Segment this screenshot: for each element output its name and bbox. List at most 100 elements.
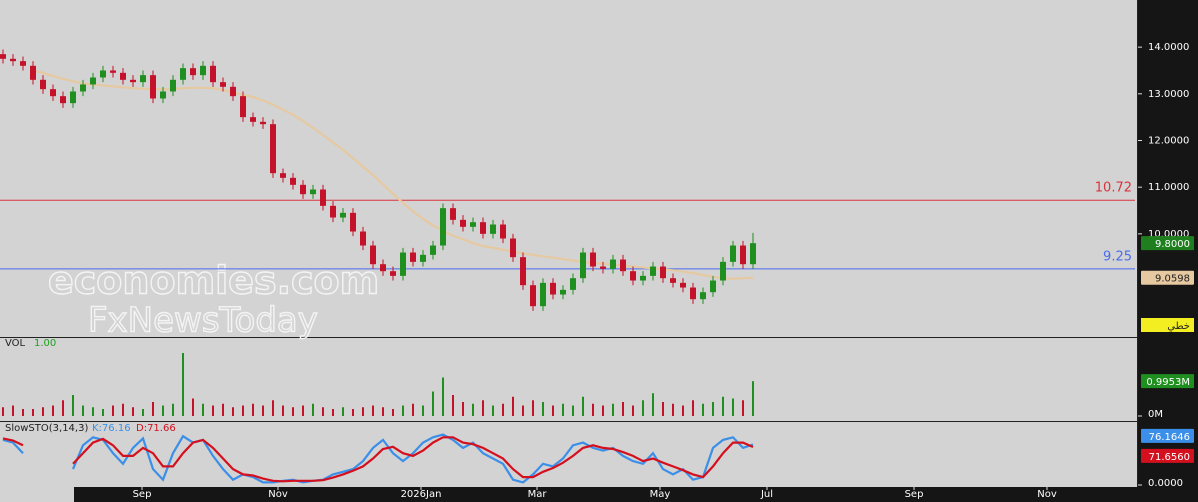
volume-bar bbox=[512, 396, 514, 416]
time-axis-strip bbox=[74, 487, 1138, 502]
candle-body bbox=[130, 79, 136, 83]
candle-body bbox=[370, 245, 376, 265]
candle-body bbox=[40, 79, 46, 90]
volume-bar bbox=[162, 405, 164, 416]
x-tick-label: Nov bbox=[268, 489, 288, 500]
x-tick-label: Nov bbox=[1037, 489, 1057, 500]
candle-body bbox=[670, 278, 676, 283]
candle-body bbox=[630, 271, 636, 281]
candle-body bbox=[620, 259, 626, 272]
candle-body bbox=[540, 282, 546, 307]
candle-body bbox=[610, 259, 616, 269]
volume-bar bbox=[602, 405, 604, 416]
volume-bar bbox=[112, 405, 114, 416]
legend-entry: D:71.66 bbox=[136, 423, 176, 434]
volume-bar bbox=[532, 400, 534, 416]
candle-body bbox=[590, 252, 596, 267]
candle-body bbox=[710, 280, 716, 293]
volume-subtitle: 1.00 bbox=[34, 338, 56, 349]
volume-bar bbox=[82, 405, 84, 416]
volume-bar bbox=[122, 403, 124, 416]
volume-bar bbox=[212, 405, 214, 416]
volume-bar bbox=[552, 405, 554, 416]
stochastic-last-tag-bg bbox=[1141, 448, 1194, 463]
candle-body bbox=[490, 224, 496, 234]
candle-body bbox=[390, 271, 396, 276]
candle-body bbox=[500, 224, 506, 239]
y-tick-label: 13.0000 bbox=[1148, 89, 1189, 100]
volume-bar bbox=[192, 398, 194, 416]
stochastic-last-tag: 76.1646 bbox=[1149, 432, 1190, 443]
volume-bar bbox=[182, 353, 184, 416]
stochastic-line bbox=[72, 436, 754, 483]
price-last-tag: 9.8000 bbox=[1155, 239, 1190, 250]
volume-bar bbox=[542, 402, 544, 416]
candle-body bbox=[20, 61, 26, 66]
volume-last-tag: 0.9953M bbox=[1146, 377, 1190, 388]
candle-body bbox=[280, 173, 286, 178]
candle-body bbox=[410, 252, 416, 262]
candle-body bbox=[270, 124, 276, 174]
candle-body bbox=[80, 84, 86, 92]
volume-bar bbox=[312, 403, 314, 416]
volume-bar bbox=[362, 407, 364, 416]
ma-last-tag: 9.0598 bbox=[1155, 274, 1190, 285]
volume-bar bbox=[52, 405, 54, 416]
candle-body bbox=[230, 86, 236, 97]
stochastic-line bbox=[2, 437, 24, 447]
volume-bar bbox=[392, 409, 394, 416]
volume-bar bbox=[352, 409, 354, 416]
candle-body bbox=[420, 254, 426, 262]
volume-bar bbox=[722, 396, 724, 416]
candle-body bbox=[690, 287, 696, 300]
y-tick-label: 11.0000 bbox=[1148, 182, 1189, 193]
candle-body bbox=[460, 219, 466, 227]
volume-bar bbox=[152, 402, 154, 416]
candle-body bbox=[550, 282, 556, 295]
volume-bar bbox=[612, 403, 614, 416]
x-tick-label: Jul bbox=[760, 489, 773, 500]
volume-last-tag-bg bbox=[1141, 374, 1194, 389]
candle-body bbox=[160, 91, 166, 99]
volume-bar bbox=[282, 405, 284, 416]
candle-body bbox=[360, 231, 366, 246]
volume-bar bbox=[332, 409, 334, 416]
horizontal-line-label: 9.25 bbox=[1103, 249, 1132, 264]
candle-body bbox=[400, 252, 406, 276]
candle-body bbox=[330, 205, 336, 218]
candle-body bbox=[0, 54, 6, 59]
candle-body bbox=[430, 245, 436, 255]
candle-body bbox=[350, 212, 356, 232]
candle-body bbox=[480, 222, 486, 234]
candle-body bbox=[680, 282, 686, 288]
volume-bar bbox=[102, 409, 104, 416]
candle-body bbox=[220, 82, 226, 87]
volume-bar bbox=[302, 405, 304, 416]
candle-body bbox=[560, 289, 566, 295]
watermark: FxNewsToday bbox=[88, 301, 318, 341]
volume-bar bbox=[372, 405, 374, 416]
volume-bar bbox=[242, 405, 244, 416]
candle-body bbox=[10, 58, 16, 62]
volume-bar bbox=[322, 407, 324, 416]
volume-bar bbox=[492, 405, 494, 416]
candle-body bbox=[580, 252, 586, 279]
stochastic-line bbox=[71, 433, 754, 484]
stochastic-last-tag-bg bbox=[1141, 428, 1194, 443]
volume-bar bbox=[422, 405, 424, 416]
candle-body bbox=[30, 65, 36, 80]
candle-body bbox=[320, 189, 326, 206]
volume-bar bbox=[42, 407, 44, 416]
volume-bar bbox=[522, 405, 524, 416]
candle-body bbox=[440, 208, 446, 246]
candle-body bbox=[530, 285, 536, 307]
volume-bar bbox=[382, 407, 384, 416]
volume-title: VOL bbox=[5, 338, 26, 349]
volume-bar bbox=[412, 403, 414, 416]
volume-bar bbox=[672, 403, 674, 416]
volume-bar bbox=[2, 407, 4, 416]
candle-body bbox=[720, 261, 726, 281]
candle-body bbox=[290, 177, 296, 185]
